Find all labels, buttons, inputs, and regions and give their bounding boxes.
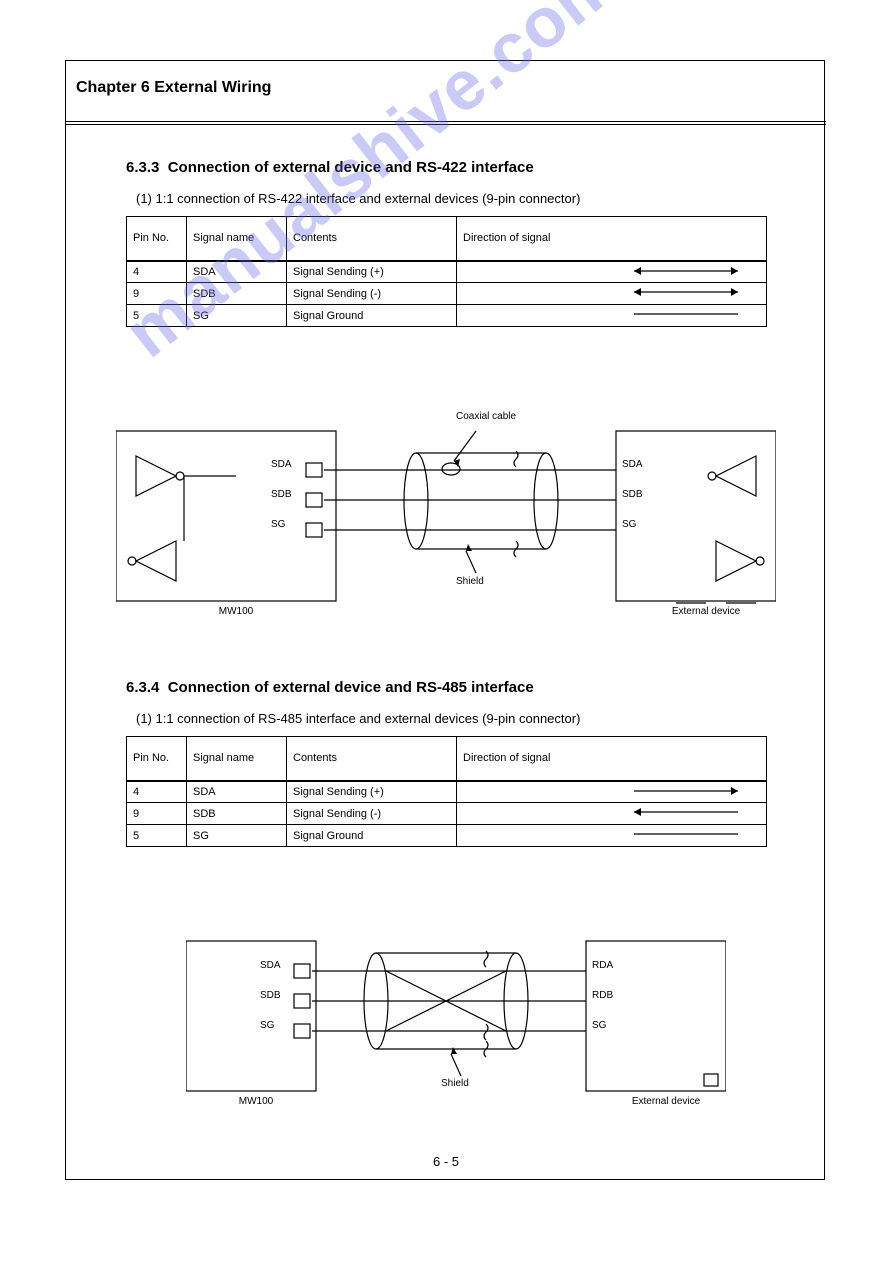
diagram-rs422-svg	[116, 401, 776, 631]
section-heading: Connection of external device and RS-485…	[168, 679, 534, 696]
table-rs485: Pin No. Signal name Contents Direction o…	[126, 736, 767, 847]
pin-label: SDA	[622, 459, 643, 470]
table-cell: Signal Sending (+)	[287, 781, 457, 803]
table-cell: 5	[127, 825, 187, 847]
section1-subtitle: (1) 1:1 connection of RS-422 interface a…	[136, 191, 580, 206]
table-cell: Signal Sending (-)	[287, 283, 457, 305]
pin-label: SG	[260, 1020, 274, 1031]
chapter-title: Chapter 6 External Wiring	[76, 79, 271, 97]
table-cell-direction	[457, 305, 767, 327]
coax-label: Coaxial cable	[456, 411, 516, 422]
pin-label: SG	[622, 519, 636, 530]
table-row: 4SDASignal Sending (+)	[127, 261, 767, 283]
table-cell: Signal Ground	[287, 305, 457, 327]
table-cell: 5	[127, 305, 187, 327]
pin-label: RDB	[592, 990, 613, 1001]
table-cell: SG	[187, 305, 287, 327]
pin-label: SG	[271, 519, 285, 530]
pin-label: SDA	[260, 960, 281, 971]
table-cell: 9	[127, 803, 187, 825]
col-pin: Pin No.	[127, 737, 187, 781]
col-dir: Direction of signal	[457, 217, 767, 261]
table-rs422: Pin No. Signal name Contents Direction o…	[126, 216, 767, 327]
shield-label: Shield	[456, 576, 484, 587]
page-frame: Chapter 6 External Wiring 6.3.3 Connecti…	[65, 60, 825, 1180]
pin-label: RDA	[592, 960, 613, 971]
table-cell-direction	[457, 803, 767, 825]
left-box-label: MW100	[176, 606, 296, 617]
table-row: 5SGSignal Ground	[127, 305, 767, 327]
table-row: 9SDBSignal Sending (-)	[127, 283, 767, 305]
table-cell: Signal Sending (+)	[287, 261, 457, 283]
arrow-left-icon	[626, 805, 746, 822]
col-dir: Direction of signal	[457, 737, 767, 781]
right-box-label: External device	[596, 1096, 736, 1107]
table-cell: 4	[127, 261, 187, 283]
table-cell-direction	[457, 825, 767, 847]
table-cell-direction	[457, 283, 767, 305]
table-cell: SDA	[187, 781, 287, 803]
diagram-rs422: SDA SDB SG SDA SDB SG Coaxial cable Shie…	[116, 401, 776, 631]
left-box-label: MW100	[196, 1096, 316, 1107]
table-cell: SG	[187, 825, 287, 847]
line-icon	[626, 307, 746, 324]
col-signal: Signal name	[187, 217, 287, 261]
pin-label: SDA	[271, 459, 292, 470]
pin-label: SDB	[260, 990, 281, 1001]
table-cell-direction	[457, 781, 767, 803]
table-cell: SDB	[187, 803, 287, 825]
divider	[66, 121, 826, 125]
diagram-rs485: SDA SDB SG RDA RDB SG Shield MW100 Exter…	[186, 916, 726, 1126]
table-cell: Signal Ground	[287, 825, 457, 847]
page: Chapter 6 External Wiring 6.3.3 Connecti…	[0, 0, 893, 1263]
section-number: 6.3.4	[126, 679, 159, 696]
col-pin: Pin No.	[127, 217, 187, 261]
pin-label: SDB	[271, 489, 292, 500]
section-6-3-3-title: 6.3.3 Connection of external device and …	[126, 159, 534, 176]
table-row: 5SGSignal Ground	[127, 825, 767, 847]
col-signal: Signal name	[187, 737, 287, 781]
line-icon	[626, 827, 746, 844]
table-cell: Signal Sending (-)	[287, 803, 457, 825]
pin-label: SG	[592, 1020, 606, 1031]
pin-label: SDB	[622, 489, 643, 500]
section-heading: Connection of external device and RS-422…	[168, 159, 534, 176]
table-cell: SDA	[187, 261, 287, 283]
table-header-row: Pin No. Signal name Contents Direction o…	[127, 217, 767, 261]
section-number: 6.3.3	[126, 159, 159, 176]
double-arrow-icon	[626, 285, 746, 302]
table-cell: 9	[127, 283, 187, 305]
col-content: Contents	[287, 217, 457, 261]
shield-label: Shield	[441, 1078, 469, 1089]
table-row: 4SDASignal Sending (+)	[127, 781, 767, 803]
double-arrow-icon	[626, 264, 746, 281]
table-header-row: Pin No. Signal name Contents Direction o…	[127, 737, 767, 781]
table-cell-direction	[457, 261, 767, 283]
table-row: 9SDBSignal Sending (-)	[127, 803, 767, 825]
section-6-3-4-title: 6.3.4 Connection of external device and …	[126, 679, 534, 696]
section2-subtitle: (1) 1:1 connection of RS-485 interface a…	[136, 711, 580, 726]
page-number: 6 - 5	[66, 1154, 826, 1169]
right-box-label: External device	[636, 606, 776, 617]
table-cell: SDB	[187, 283, 287, 305]
col-content: Contents	[287, 737, 457, 781]
arrow-right-icon	[626, 784, 746, 801]
table-cell: 4	[127, 781, 187, 803]
